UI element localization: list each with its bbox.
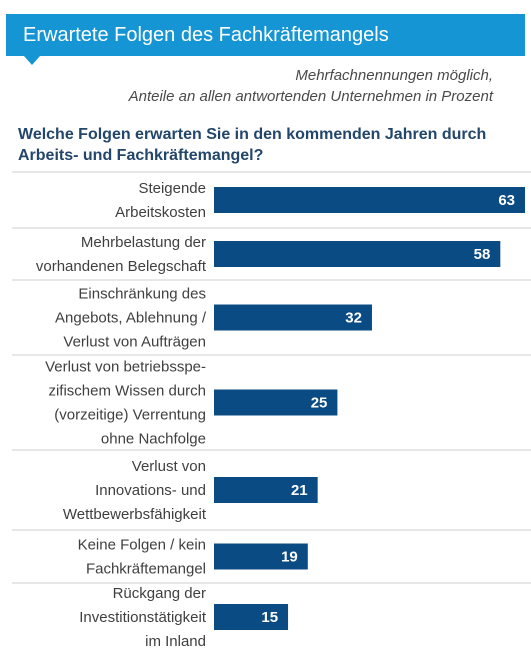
bar [214,389,338,416]
bar [214,304,372,331]
category-label: Einschränkung des [78,286,206,303]
category-label: Verlust von [132,458,206,475]
bar-value-label: 58 [474,246,491,263]
category-label: Steigende [138,180,206,197]
category-label: im Inland [145,633,206,650]
survey-question: Welche Folgen erwarten Sie in den kommen… [18,124,518,166]
category-label: ohne Nachfolge [101,431,206,448]
subtitle-line: Anteile an allen antwortenden Unternehme… [128,88,493,105]
category-label: Fachkräftemangel [86,561,206,578]
chart-title-bar: Erwartete Folgen des Fachkräftemangels [6,14,525,65]
category-label: Innovations- und [95,482,206,499]
chart-subtitle: Mehrfachnennungen möglich, Anteile an al… [33,65,493,107]
bar-value-label: 25 [311,395,328,412]
bar [214,477,318,503]
bar [214,543,308,570]
category-label: Verlust von Aufträgen [63,334,206,351]
bar-value-label: 63 [498,192,515,209]
subtitle-line: Mehrfachnennungen möglich, [295,67,493,84]
bar [214,187,525,213]
category-label: Verlust von betriebsspe- [45,359,206,376]
category-label: vorhandenen Belegschaft [36,258,207,275]
category-label: Investitionstätigkeit [79,609,207,626]
category-label: Rückgang der [113,585,206,602]
category-label: (vorzeitige) Verrentung [54,407,206,424]
bar-value-label: 15 [261,609,278,626]
question-line: Arbeits- und Fachkräftemangel? [18,147,264,164]
category-label: Mehrbelastung der [81,234,206,251]
chart-title: Erwartete Folgen des Fachkräftemangels [23,24,389,46]
category-label: Angebots, Ablehnung / [55,310,207,327]
category-label: Arbeitskosten [115,204,206,221]
category-label: Keine Folgen / kein [78,537,206,554]
bar [214,241,501,267]
category-label: zifischem Wissen durch [48,383,206,400]
bar-value-label: 19 [281,549,298,566]
bar-value-label: 32 [345,310,362,327]
question-line: Welche Folgen erwarten Sie in den kommen… [18,126,487,143]
category-label: Wettbewerbsfähigkeit [63,506,207,523]
bar [214,604,289,630]
bar-value-label: 21 [291,482,308,499]
